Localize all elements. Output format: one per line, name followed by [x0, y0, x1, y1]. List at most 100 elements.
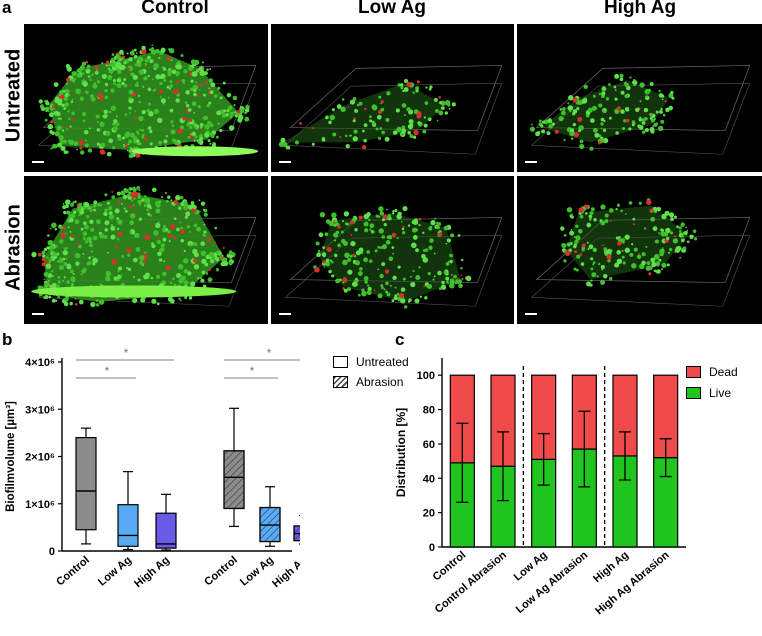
live-cell-dot [686, 229, 689, 232]
live-cell-dot [73, 141, 79, 146]
live-cell-dot [429, 238, 434, 243]
live-cell-dot [407, 131, 411, 135]
dead-cell-dot [312, 127, 315, 130]
live-cell-dot [50, 270, 54, 273]
live-cell-dot [219, 128, 223, 133]
live-cell-dot [47, 234, 50, 237]
x-tick-label: High Ag [591, 549, 631, 585]
live-cell-dot [694, 237, 698, 241]
live-cell-dot [569, 110, 572, 113]
live-cell-dot [210, 259, 215, 264]
dead-cell-dot [208, 268, 212, 271]
live-cell-dot [425, 86, 428, 89]
live-cell-dot [84, 143, 89, 148]
live-cell-dot [392, 275, 397, 281]
live-cell-dot [422, 249, 426, 252]
live-cell-dot [110, 57, 115, 62]
live-cell-dot [117, 270, 120, 273]
live-cell-dot [56, 111, 61, 117]
live-cell-dot [567, 244, 571, 247]
live-cell-dot [128, 139, 133, 144]
live-cell-dot [160, 96, 162, 99]
live-cell-dot [206, 68, 209, 71]
live-cell-dot [92, 257, 98, 264]
live-cell-dot [167, 96, 170, 99]
dead-cell-dot [76, 242, 80, 246]
live-cell-dot [82, 72, 85, 75]
live-cell-dot [657, 125, 664, 132]
dead-cell-dot [60, 236, 64, 239]
live-cell-dot [187, 135, 191, 139]
live-cell-dot [98, 299, 105, 305]
live-cell-dot [562, 107, 566, 111]
live-cell-dot [108, 206, 113, 211]
dead-cell-dot [423, 285, 426, 288]
live-cell-dot [149, 59, 154, 64]
live-cell-dot [110, 62, 115, 67]
live-cell-dot [170, 199, 173, 202]
live-cell-dot [120, 203, 123, 206]
micrograph-untreated-control [24, 24, 268, 172]
live-cell-dot [117, 69, 122, 74]
live-cell-dot [615, 207, 618, 211]
live-cell-dot [195, 81, 197, 84]
dead-cell-dot [206, 237, 211, 242]
live-cell-dot [460, 258, 464, 262]
live-cell-dot [150, 49, 157, 55]
live-cell-dot [168, 240, 171, 243]
dead-cell-dot [49, 262, 52, 265]
live-cell-dot [51, 103, 54, 106]
live-cell-dot [191, 101, 197, 107]
live-cell-dot [38, 99, 43, 104]
live-cell-dot [203, 71, 208, 76]
live-cell-dot [386, 292, 391, 297]
live-cell-dot [622, 261, 626, 265]
live-cell-dot [91, 250, 93, 253]
live-cell-dot [581, 98, 588, 104]
live-cell-dot [116, 227, 120, 231]
live-cell-dot [397, 211, 402, 217]
live-cell-dot [591, 272, 597, 278]
live-cell-dot [354, 260, 360, 266]
live-cell-dot [603, 247, 608, 251]
live-cell-dot [635, 107, 640, 113]
live-cell-dot [541, 129, 546, 134]
live-cell-dot [576, 254, 581, 259]
live-cell-dot [400, 86, 404, 90]
live-cell-dot [530, 123, 533, 126]
dead-cell-dot [342, 277, 348, 283]
live-cell-dot [217, 122, 220, 125]
live-cell-dot [540, 124, 544, 128]
live-cell-dot [577, 228, 583, 234]
live-cell-dot [592, 94, 596, 98]
live-cell-dot [587, 248, 590, 251]
dead-cell-dot [59, 94, 65, 99]
panel-c-letter: c [395, 330, 405, 349]
live-cell-dot [682, 231, 685, 234]
live-cell-dot [214, 226, 218, 230]
live-cell-dot [73, 77, 77, 81]
live-cell-dot [200, 126, 203, 129]
live-cell-dot [588, 244, 594, 250]
live-cell-dot [278, 141, 285, 148]
live-cell-dot [199, 276, 202, 279]
live-cell-dot [367, 218, 371, 222]
dead-cell-dot [69, 89, 72, 92]
live-cell-dot [96, 203, 100, 207]
live-cell-dot [130, 187, 133, 191]
live-cell-dot [82, 119, 86, 123]
live-cell-dot [579, 143, 585, 150]
live-cell-dot [387, 213, 392, 218]
live-cell-dot [386, 91, 391, 96]
live-cell-dot [378, 228, 384, 234]
live-cell-dot [122, 144, 126, 148]
live-cell-dot [155, 223, 157, 225]
live-cell-dot [133, 54, 138, 59]
live-cell-dot [440, 106, 445, 111]
live-cell-dot [139, 128, 142, 131]
micrograph-render [32, 44, 259, 163]
live-cell-dot [402, 277, 406, 281]
dead-cell-dot [168, 234, 173, 239]
live-cell-dot [685, 226, 687, 229]
live-cell-dot [444, 111, 448, 115]
